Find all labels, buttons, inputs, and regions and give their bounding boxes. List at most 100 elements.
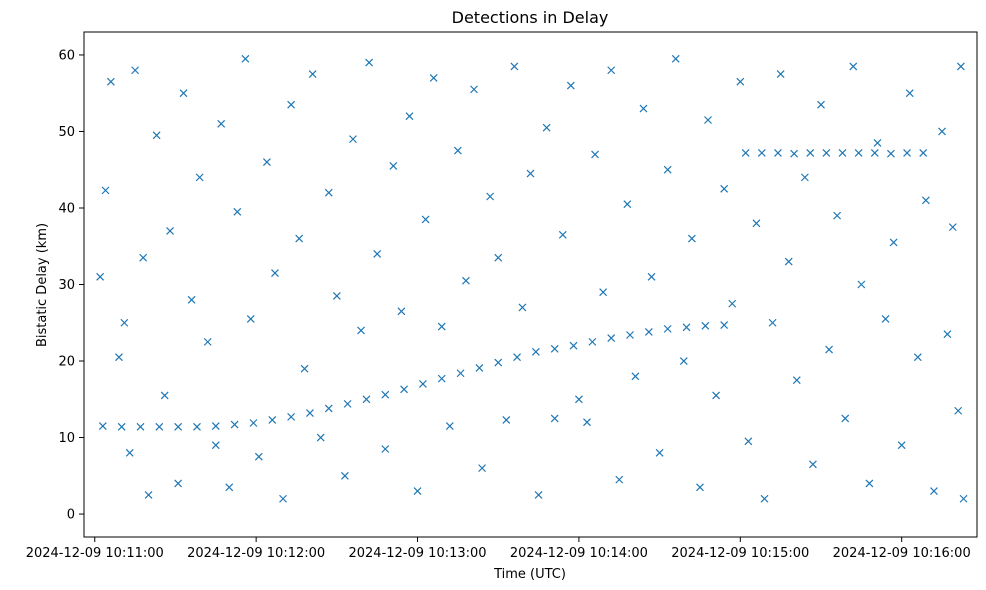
data-point-2-83 [736,77,745,86]
data-point-2-84 [744,437,753,446]
data-point-2-10 [160,391,169,400]
data-point-2-104 [905,89,914,98]
data-point-2-53 [494,253,503,262]
y-tick-label-6: 60 [58,48,75,63]
data-point-2-66 [599,288,608,297]
data-point-2-82 [728,299,737,308]
data-point-2-22 [246,315,255,323]
data-point-2-48 [453,146,462,155]
data-point-2-42 [405,112,414,121]
data-point-2-59 [542,123,551,132]
data-point-2-106 [921,196,930,205]
data-point-2-24 [262,158,271,167]
data-point-2-107 [930,487,938,496]
data-point-2-33 [332,292,341,300]
y-tick-label-1: 10 [58,431,75,446]
data-point-2-62 [566,81,575,90]
data-point-1-8 [870,148,879,157]
data-point-2-21 [241,54,250,63]
data-point-2-23 [254,452,263,461]
data-point-2-91 [800,173,809,182]
data-point-1-0 [741,148,750,157]
data-point-0-30 [663,324,672,333]
data-point-2-14 [187,295,196,304]
data-point-2-98 [857,280,866,289]
data-point-2-86 [760,494,769,503]
data-point-2-70 [631,372,640,381]
data-point-0-21 [494,358,503,367]
data-point-2-96 [841,414,850,423]
data-point-0-31 [682,323,691,332]
data-point-0-7 [230,420,239,429]
data-point-0-32 [701,321,710,330]
data-point-1-5 [822,148,831,157]
data-point-2-74 [663,165,672,174]
data-point-2-7 [139,253,148,262]
data-point-0-8 [249,419,258,427]
data-point-0-20 [475,363,484,372]
data-point-2-89 [784,257,793,266]
data-point-2-29 [300,364,309,373]
data-point-2-1 [101,186,110,195]
data-point-1-7 [854,148,863,157]
data-point-2-31 [316,433,325,442]
data-point-2-49 [462,276,470,285]
data-point-2-78 [696,483,704,492]
data-point-2-55 [510,62,519,71]
data-point-2-0 [96,272,105,281]
data-point-0-4 [174,422,183,431]
data-point-0-10 [287,412,296,421]
data-point-2-26 [279,494,287,503]
data-point-2-112 [956,62,965,71]
data-point-1-6 [838,148,847,157]
data-point-2-60 [550,414,559,423]
data-point-0-5 [193,422,201,431]
data-point-2-69 [623,200,632,209]
data-point-2-2 [106,77,115,86]
chart-title: Detections in Delay [452,8,609,27]
data-point-0-11 [306,409,314,417]
data-point-2-111 [954,406,963,415]
x-tick-label-4: 2024-12-09 10:15:00 [671,546,809,561]
data-point-2-16 [203,337,212,346]
data-point-1-9 [887,149,895,158]
data-point-0-17 [418,380,427,388]
data-point-2-88 [776,70,785,79]
data-point-2-47 [445,422,454,430]
data-point-2-61 [558,230,567,239]
data-point-2-39 [381,445,390,453]
data-points [96,54,968,503]
data-point-2-44 [421,215,430,224]
y-tick-label-3: 30 [58,278,75,293]
data-point-2-46 [437,322,446,331]
data-point-2-13 [179,89,188,98]
data-point-0-9 [268,416,277,424]
y-tick-label-2: 20 [58,355,75,370]
data-point-2-20 [233,207,242,216]
data-point-2-67 [607,66,616,75]
data-point-2-25 [271,269,279,277]
data-point-2-52 [486,192,495,201]
data-point-2-41 [397,307,406,316]
data-point-2-38 [373,249,382,258]
data-point-0-14 [362,395,371,404]
y-tick-label-5: 50 [58,125,75,140]
data-point-2-97 [849,62,858,71]
data-point-2-12 [174,479,183,488]
data-point-2-54 [502,416,511,424]
data-point-2-87 [768,318,777,327]
data-point-2-103 [897,441,906,450]
data-point-2-105 [913,353,922,362]
data-point-0-29 [644,328,653,336]
data-point-0-27 [607,334,616,342]
data-point-2-6 [131,66,140,75]
data-point-2-28 [295,234,304,243]
data-point-2-17 [211,441,220,450]
x-tick-label-2: 2024-12-09 10:13:00 [348,546,486,561]
data-point-0-3 [155,422,164,431]
data-point-2-37 [365,58,374,67]
data-point-2-94 [825,345,833,354]
data-point-2-36 [357,326,365,335]
